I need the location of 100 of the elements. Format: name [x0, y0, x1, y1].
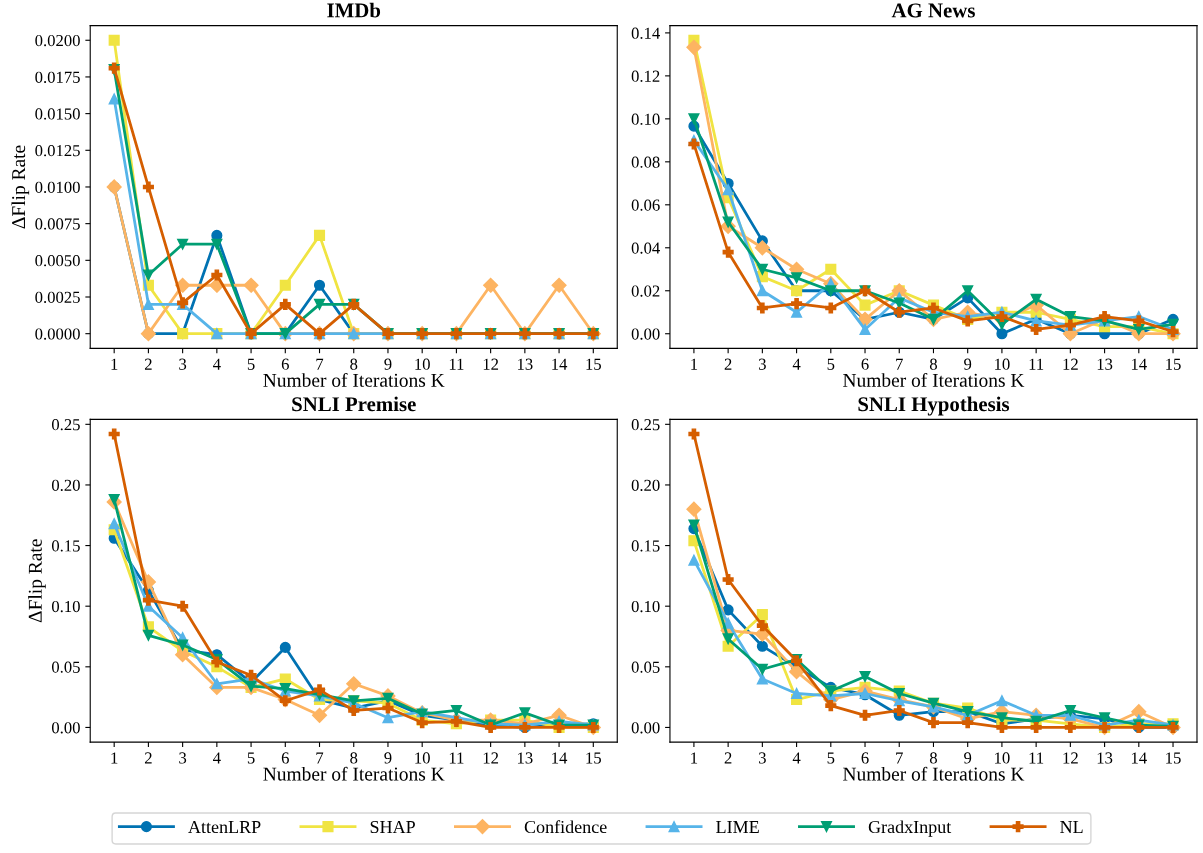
x-tick-label: 11 — [1029, 752, 1044, 764]
x-tick-label: 3 — [758, 752, 766, 764]
x-tick-label: 3 — [758, 358, 766, 370]
x-tick-label: 9 — [384, 752, 392, 764]
y-tick-label: 0.0000 — [35, 328, 80, 340]
x-tick-label: 9 — [964, 358, 972, 370]
x-tick-label: 5 — [247, 358, 255, 370]
x-tick-label: 7 — [896, 752, 903, 764]
y-tick-label: 0.25 — [51, 419, 80, 431]
x-tick-label: 12 — [1063, 752, 1078, 764]
x-tick-label: 5 — [247, 752, 255, 764]
x-tick-label: 6 — [281, 752, 289, 764]
x-tick-label: 4 — [792, 358, 801, 370]
y-tick-label: 0.12 — [631, 70, 660, 82]
x-tick-label: 8 — [350, 752, 358, 764]
legend-label: GradxInput — [868, 820, 952, 837]
y-axis-title: ΔFlip Rate — [28, 539, 46, 623]
x-tick-label: 10 — [415, 752, 430, 764]
x-tick-label: 4 — [213, 358, 221, 370]
x-tick-label: 14 — [552, 752, 568, 764]
y-tick-label: 0.0150 — [35, 108, 80, 120]
y-tick-label: 0.20 — [631, 479, 660, 491]
y-tick-label: 0.08 — [631, 156, 660, 168]
x-tick-label: 7 — [896, 358, 903, 370]
y-tick-label: 0.10 — [51, 600, 80, 613]
y-tick-label: 0.05 — [51, 661, 80, 673]
x-tick-label: 11 — [449, 358, 464, 370]
x-tick-label: 1 — [111, 358, 118, 370]
y-tick-label: 0.00 — [51, 722, 80, 734]
x-tick-label: 9 — [964, 752, 972, 764]
y-tick-label: 0.15 — [51, 540, 80, 552]
x-tick-label: 13 — [1097, 752, 1113, 764]
y-tick-label: 0.0125 — [35, 144, 80, 157]
x-tick-label: 5 — [827, 752, 835, 764]
x-tick-label: 1 — [111, 752, 118, 764]
x-axis-title: Number of Iterations K — [843, 766, 1025, 781]
x-tick-label: 6 — [281, 358, 289, 370]
x-tick-label: 1 — [691, 752, 698, 764]
x-tick-label: 3 — [179, 358, 187, 370]
x-tick-label: 13 — [1097, 358, 1113, 370]
x-tick-label: 7 — [316, 752, 324, 764]
x-tick-label: 8 — [929, 358, 937, 370]
x-tick-label: 2 — [144, 752, 152, 764]
y-tick-label: 0.06 — [631, 199, 660, 211]
x-tick-label: 13 — [517, 752, 533, 764]
y-tick-label: 0.0025 — [35, 291, 80, 304]
x-tick-label: 5 — [827, 358, 835, 370]
chart-title: SNLI Hypothesis — [858, 396, 1010, 416]
x-tick-label: 4 — [213, 752, 221, 764]
x-axis-title: Number of Iterations K — [263, 766, 445, 781]
x-tick-label: 3 — [179, 752, 187, 764]
legend-label: Confidence — [524, 820, 607, 834]
y-tick-label: 0.10 — [631, 113, 660, 125]
x-axis-title: Number of Iterations K — [843, 372, 1025, 387]
x-tick-label: 1 — [691, 358, 698, 370]
x-tick-label: 8 — [929, 752, 937, 764]
y-tick-label: 0.05 — [631, 661, 660, 673]
legend-label: SHAP — [370, 820, 415, 834]
x-tick-label: 14 — [1131, 358, 1147, 370]
x-tick-label: 14 — [1131, 752, 1147, 764]
y-tick-label: 0.0100 — [35, 181, 80, 193]
x-tick-label: 10 — [995, 752, 1010, 764]
x-tick-label: 11 — [1029, 358, 1044, 370]
y-axis-title: ΔFlip Rate — [11, 145, 30, 229]
y-tick-label: 0.00 — [631, 722, 660, 734]
y-tick-label: 0.0075 — [35, 218, 80, 230]
x-tick-label: 6 — [861, 358, 869, 370]
x-tick-label: 10 — [995, 358, 1010, 370]
x-tick-label: 2 — [724, 358, 732, 370]
y-tick-label: 0.10 — [631, 600, 660, 613]
legend-label: AttenLRP — [188, 820, 261, 834]
y-tick-label: 0.02 — [631, 285, 660, 297]
x-axis-title: Number of Iterations K — [263, 372, 445, 387]
y-tick-label: 0.15 — [631, 540, 660, 552]
chart-title: SNLI Premise — [292, 396, 416, 412]
y-tick-label: 0.0050 — [35, 255, 80, 267]
y-tick-label: 0.0200 — [35, 34, 80, 47]
y-tick-label: 0.20 — [51, 479, 80, 491]
x-tick-label: 2 — [144, 358, 152, 370]
y-tick-label: 0.04 — [631, 242, 660, 254]
chart-title: AG News — [891, 3, 975, 18]
x-tick-label: 12 — [1063, 358, 1078, 370]
legend-label: LIME — [716, 821, 759, 833]
x-tick-label: 12 — [483, 358, 499, 370]
y-tick-label: 0.14 — [631, 27, 660, 39]
x-tick-label: 4 — [792, 752, 801, 764]
x-tick-label: 11 — [449, 752, 464, 764]
y-tick-label: 0.25 — [631, 419, 660, 431]
x-tick-label: 13 — [517, 358, 533, 370]
x-tick-label: 15 — [1166, 358, 1181, 370]
legend-label: NL — [1060, 821, 1083, 833]
x-tick-label: 10 — [415, 358, 430, 370]
x-tick-label: 7 — [316, 358, 324, 370]
x-tick-label: 14 — [552, 358, 568, 370]
x-tick-label: 15 — [586, 358, 601, 370]
y-tick-label: 0.0175 — [35, 71, 80, 83]
chart-title: IMDb — [327, 2, 381, 18]
x-tick-label: 15 — [1166, 752, 1181, 764]
x-tick-label: 6 — [861, 752, 869, 764]
y-tick-label: 0.00 — [631, 328, 660, 340]
